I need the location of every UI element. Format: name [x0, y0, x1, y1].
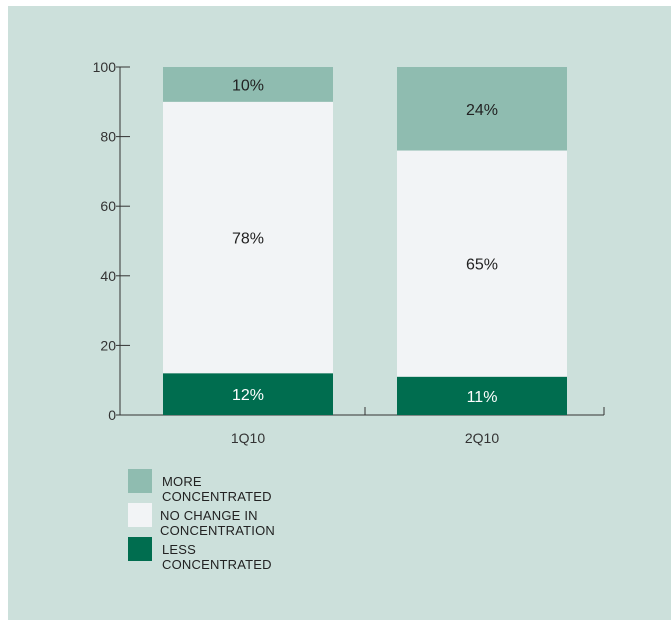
bar-segment	[397, 150, 567, 377]
bar-value-label: 12%	[232, 387, 264, 404]
chart-panel: 0 20 40 60 80 100 1Q10 2Q10 12% 78% 10% 11% 65% 24%…	[8, 6, 671, 620]
bar-segment	[397, 67, 567, 151]
bar-segment	[163, 373, 333, 415]
legend-swatch-no-change	[128, 503, 152, 527]
y-tick-label: 20	[100, 337, 116, 353]
bars-group: 12% 78% 10% 11% 65% 24%	[163, 67, 567, 415]
legend-label-no-change: NO CHANGE IN CONCENTRATION	[160, 508, 276, 538]
legend-label-less-concentrated: LESS CONCENTRATED	[162, 542, 272, 572]
y-axis: 0 20 40 60 80 100	[93, 59, 130, 423]
y-tick-label: 100	[93, 59, 117, 75]
x-tick-label: 1Q10	[231, 430, 265, 446]
bar-value-label: 24%	[466, 102, 498, 119]
y-tick-label: 60	[100, 198, 116, 214]
y-tick-label: 0	[108, 407, 116, 423]
legend-swatch-less-concentrated	[128, 537, 152, 561]
bar-segment	[163, 67, 333, 102]
bar-segment	[397, 376, 567, 415]
y-tick-label: 80	[100, 129, 116, 145]
bar-value-label: 10%	[232, 77, 264, 94]
bar-value-label: 65%	[466, 257, 498, 274]
stacked-bar-chart: 0 20 40 60 80 100 1Q10 2Q10 12% 78% 10% 11% 65% 24%	[93, 59, 605, 446]
legend-label-more-concentrated: MORE CONCENTRATED	[162, 474, 272, 504]
bar-value-label: 78%	[232, 231, 264, 248]
bar-segment	[163, 101, 333, 374]
x-tick-label: 2Q10	[465, 430, 499, 446]
bar-value-label: 11%	[467, 389, 498, 406]
legend-swatch-more-concentrated	[128, 469, 152, 493]
y-tick-label: 40	[100, 268, 116, 284]
